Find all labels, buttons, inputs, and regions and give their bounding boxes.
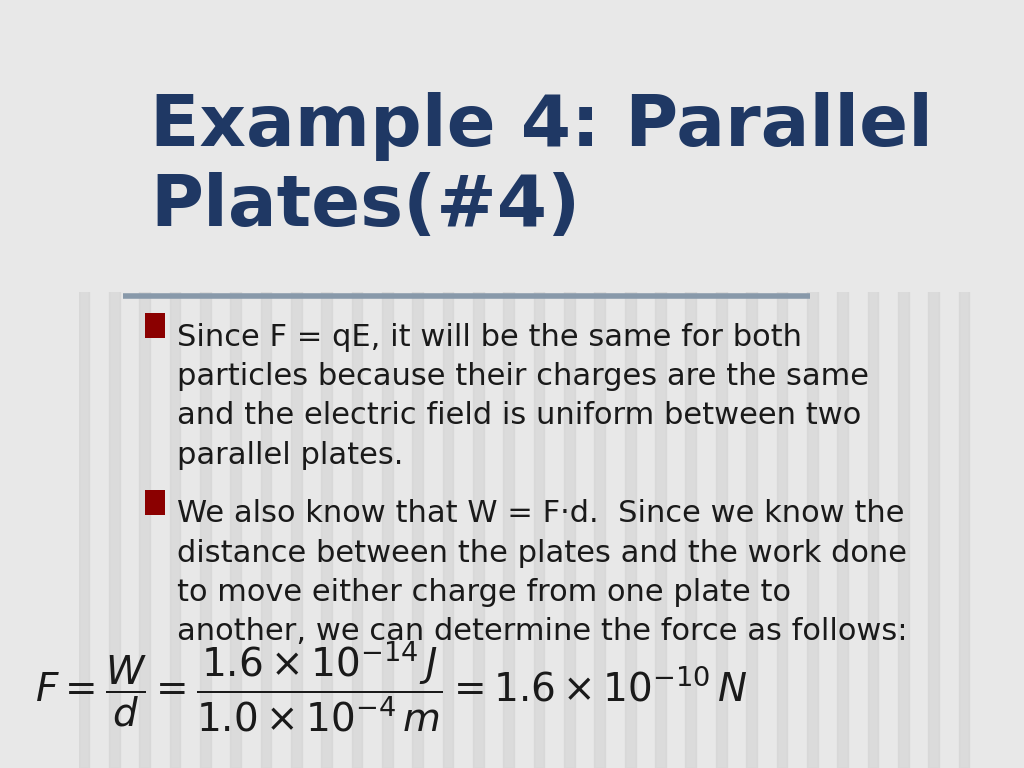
Bar bbox=[442, 0, 454, 768]
Bar bbox=[838, 0, 848, 768]
Bar bbox=[564, 0, 574, 768]
Bar bbox=[145, 490, 165, 515]
Bar bbox=[655, 0, 666, 768]
Bar bbox=[716, 0, 727, 768]
Bar bbox=[625, 0, 636, 768]
Bar bbox=[746, 0, 757, 768]
Bar bbox=[685, 0, 696, 768]
Bar bbox=[473, 0, 483, 768]
Bar bbox=[291, 0, 302, 768]
Bar bbox=[807, 0, 817, 768]
FancyBboxPatch shape bbox=[79, 0, 971, 292]
Bar bbox=[322, 0, 332, 768]
Bar bbox=[867, 0, 879, 768]
Bar bbox=[230, 0, 241, 768]
Bar bbox=[382, 0, 393, 768]
Bar bbox=[200, 0, 211, 768]
Bar bbox=[776, 0, 787, 768]
Text: Example 4: Parallel
Plates(#4): Example 4: Parallel Plates(#4) bbox=[150, 92, 933, 241]
Bar bbox=[109, 0, 120, 768]
Text: $F = \dfrac{W}{d} = \dfrac{1.6\times10^{-14}\,J}{1.0\times10^{-4}\,m} = 1.6\time: $F = \dfrac{W}{d} = \dfrac{1.6\times10^{… bbox=[35, 641, 748, 734]
Bar bbox=[170, 0, 180, 768]
Bar bbox=[145, 313, 165, 338]
Bar bbox=[534, 0, 545, 768]
Text: We also know that W = F·d.  Since we know the
distance between the plates and th: We also know that W = F·d. Since we know… bbox=[177, 499, 907, 646]
Bar bbox=[595, 0, 605, 768]
Bar bbox=[929, 0, 939, 768]
Bar bbox=[351, 0, 362, 768]
Bar bbox=[139, 0, 150, 768]
Bar bbox=[504, 0, 514, 768]
Bar bbox=[898, 0, 908, 768]
Bar bbox=[261, 0, 271, 768]
Bar bbox=[958, 0, 970, 768]
Bar bbox=[79, 0, 89, 768]
Text: Since F = qE, it will be the same for both
particles because their charges are t: Since F = qE, it will be the same for bo… bbox=[177, 323, 868, 469]
Bar bbox=[413, 0, 423, 768]
